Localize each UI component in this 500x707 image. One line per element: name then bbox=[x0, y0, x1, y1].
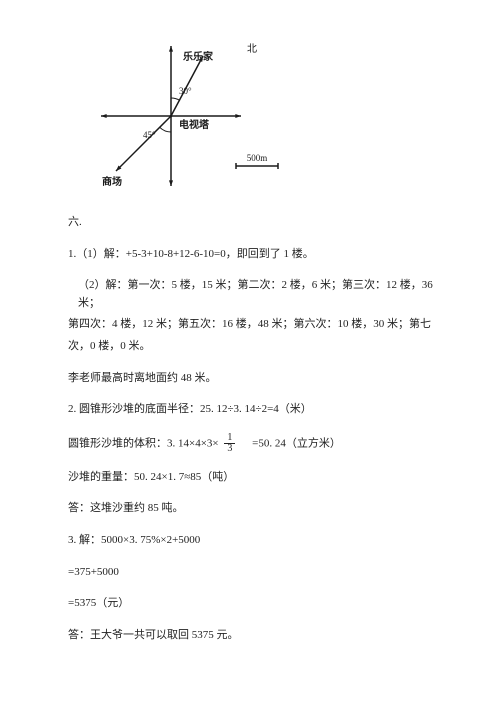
p1-2-block: （2）解：第一次：5 楼，15 米；第二次：2 楼，6 米；第三次：12 楼，3… bbox=[68, 277, 442, 355]
p3-2: =375+5000 bbox=[68, 564, 442, 582]
p1-2a: （2）解：第一次：5 楼，15 米；第二次：2 楼，6 米；第三次：12 楼，3… bbox=[78, 277, 442, 312]
p1-2c: 次，0 楼，0 米。 bbox=[68, 338, 442, 356]
p2-1: 2. 圆锥形沙堆的底面半径：25. 12÷3. 14÷2=4（米） bbox=[68, 401, 442, 419]
p1-3: 李老师最高时离地面约 48 米。 bbox=[68, 370, 442, 388]
svg-text:30°: 30° bbox=[179, 86, 192, 96]
p2-3: 沙堆的重量：50. 24×1. 7≈85（吨） bbox=[68, 469, 442, 487]
p2-2: 圆锥形沙堆的体积：3. 14×4×3× 1 3 =50. 24（立方米） bbox=[68, 433, 442, 455]
p2-2-suffix: =50. 24（立方米） bbox=[241, 437, 341, 449]
diagram-svg: 北乐乐家电视塔商场 30° 45° 500m bbox=[76, 28, 286, 198]
section-heading: 六. bbox=[68, 214, 442, 232]
p3-1: 3. 解：5000×3. 75%×2+5000 bbox=[68, 532, 442, 550]
svg-text:乐乐家: 乐乐家 bbox=[183, 50, 214, 63]
fraction-one-third: 1 3 bbox=[224, 433, 235, 455]
svg-text:500m: 500m bbox=[247, 153, 268, 163]
svg-text:北: 北 bbox=[247, 43, 257, 55]
svg-text:电视塔: 电视塔 bbox=[179, 118, 210, 131]
p1-2b: 第四次：4 楼，12 米；第五次：16 楼，48 米；第六次：10 楼，30 米… bbox=[68, 316, 442, 334]
p2-4: 答：这堆沙重约 85 吨。 bbox=[68, 500, 442, 518]
fraction-den: 3 bbox=[224, 444, 235, 455]
p1-1: 1.（1）解：+5-3+10-8+12-6-10=0，即回到了 1 楼。 bbox=[68, 246, 442, 264]
p2-2-prefix: 圆锥形沙堆的体积：3. 14×4×3× bbox=[68, 437, 219, 449]
svg-text:商场: 商场 bbox=[102, 175, 122, 188]
svg-text:45°: 45° bbox=[143, 130, 156, 140]
p3-3: =5375（元） bbox=[68, 595, 442, 613]
p3-4: 答：王大爷一共可以取回 5375 元。 bbox=[68, 627, 442, 645]
direction-diagram: 北乐乐家电视塔商场 30° 45° 500m bbox=[76, 28, 286, 198]
